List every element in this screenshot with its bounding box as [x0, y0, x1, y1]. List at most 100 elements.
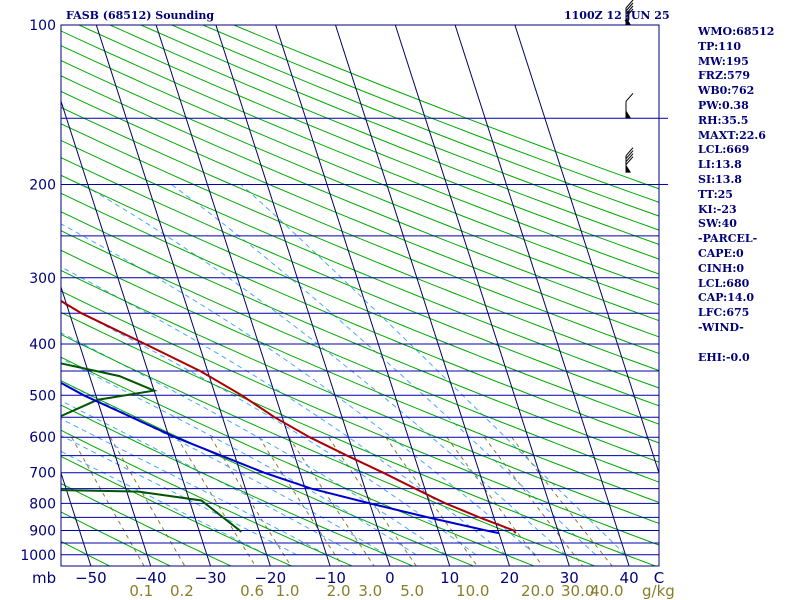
moist-adiabat: [61, 418, 327, 556]
dry-adiabat: [61, 511, 171, 566]
pressure-label-500: 500: [29, 388, 56, 404]
moist-adiabat: [61, 223, 537, 556]
dry-adiabat: [61, 106, 659, 355]
mixing-ratio-line: [288, 436, 375, 566]
isotherm: [155, 25, 331, 566]
dry-adiabat: [61, 174, 659, 425]
temperature-label: 20: [500, 569, 519, 587]
index-line: FRZ:579: [698, 69, 751, 83]
pressure-unit-label: mb: [32, 569, 56, 587]
index-line: MW:195: [698, 54, 749, 68]
temperature-label: −40: [135, 569, 167, 587]
dry-adiabat: [61, 455, 292, 566]
temperature-label: −50: [75, 569, 107, 587]
mixing-ratio-line: [385, 436, 478, 566]
mixing-ratio-label: 0.1: [129, 582, 153, 600]
moist-adiabat: [82, 184, 567, 556]
background-lines: [61, 25, 659, 566]
index-line: [698, 336, 798, 351]
sounding-indices-panel: WMO:68512 TP:110 MW:195 FRZ:579 WB0:762 PW:0.…: [698, 25, 798, 365]
pressure-label-900: 900: [29, 524, 56, 540]
mixing-ratio-label: 10.0: [456, 582, 489, 600]
index-line: MAXT:22.6: [698, 128, 766, 142]
index-line: LFC:675: [698, 306, 750, 320]
mixing-ratio-line: [176, 436, 256, 566]
mixing-ratio-label: 0.2: [170, 582, 194, 600]
index-line: LCL:680: [698, 276, 750, 290]
wind-barb-190: [625, 147, 634, 173]
mixing-ratio-label: 1.0: [276, 582, 300, 600]
dry-adiabat: [61, 230, 659, 483]
isotherm: [61, 99, 211, 566]
dry-adiabat: [61, 333, 595, 566]
mixing-ratio-label: 40.0: [590, 582, 623, 600]
index-line: TT:25: [698, 187, 733, 201]
isobars: [61, 25, 659, 556]
dry-adiabat: [61, 356, 535, 566]
index-line: RH:35.5: [698, 113, 749, 127]
pressure-axis-labels: 100 200 300 400 500 600 700 800 900 1000: [20, 18, 56, 564]
dry-adiabat: [61, 139, 659, 389]
dry-adiabat: [61, 290, 659, 546]
index-line: PW:0.38: [698, 98, 749, 112]
mixing-ratio-label: 3.0: [358, 582, 382, 600]
index-line: -PARCEL-: [698, 232, 758, 246]
temperature-label: −10: [314, 569, 346, 587]
temperature-axis-labels: −50 −40 −30 −20 −10 0 10 20 30 40 C: [75, 569, 664, 587]
dry-adiabat: [61, 45, 659, 290]
mixing-ratio-unit-label: g/kg: [642, 582, 675, 600]
moist-adiabat: [240, 184, 626, 556]
index-line: LI:13.8: [698, 158, 742, 172]
wind-barb-100: [625, 0, 634, 25]
pressure-label-200: 200: [29, 177, 56, 193]
dry-adiabat: [61, 123, 659, 372]
dry-adiabat: [61, 211, 659, 463]
index-line: CINH:0: [698, 261, 745, 275]
dry-adiabat: [61, 157, 659, 407]
temperature-label: 40: [620, 569, 639, 587]
index-line: LCL:669: [698, 143, 750, 157]
dry-adiabat: [61, 59, 659, 306]
temperature-label: 10: [440, 569, 459, 587]
isotherm: [61, 285, 152, 566]
index-line: SI:13.8: [698, 172, 742, 186]
isotherms: [61, 25, 659, 566]
dry-adiabat: [61, 483, 232, 566]
index-line: WMO:68512: [698, 25, 775, 38]
dry-adiabat: [61, 429, 353, 566]
dry-adiabats: [61, 25, 659, 566]
mixing-ratio-labels: 0.1 0.2 0.6 1.0 2.0 3.0 5.0 10.0 20.0 30.040.0: [129, 582, 623, 600]
isotherm: [61, 471, 92, 566]
temperature-label: −30: [195, 569, 227, 587]
sounding-traces: [61, 299, 517, 535]
index-line: KI:-23: [698, 202, 737, 216]
wind-barbs: [625, 0, 668, 185]
isotherm: [215, 25, 391, 566]
pressure-label-700: 700: [29, 466, 56, 482]
pressure-label-1000: 1000: [20, 548, 56, 564]
moist-adiabat: [61, 380, 387, 556]
dry-adiabat: [109, 25, 659, 245]
mixing-ratio-line: [210, 436, 292, 566]
mixing-ratio-label: 5.0: [400, 582, 424, 600]
dry-adiabat: [61, 380, 474, 566]
dry-adiabat: [61, 192, 659, 444]
isotherm: [95, 25, 271, 566]
pressure-label-300: 300: [29, 271, 56, 287]
temperature-label: 0: [385, 569, 395, 587]
pressure-label-400: 400: [29, 337, 56, 353]
temperature-label: C: [654, 569, 664, 587]
dry-adiabat: [78, 25, 659, 260]
mixing-ratio-label: 0.6: [240, 582, 264, 600]
index-line: SW:40: [698, 217, 737, 231]
temperature-trace: [61, 299, 517, 534]
dry-adiabat: [61, 30, 659, 275]
dry-adiabat: [61, 311, 656, 566]
dry-adiabat: [61, 75, 659, 322]
index-line: TP:110: [698, 39, 742, 53]
moist-adiabat: [61, 332, 447, 556]
wind-barb-150: [625, 92, 634, 119]
mixing-ratio-line: [258, 436, 343, 566]
index-line: WB0:762: [698, 84, 755, 98]
